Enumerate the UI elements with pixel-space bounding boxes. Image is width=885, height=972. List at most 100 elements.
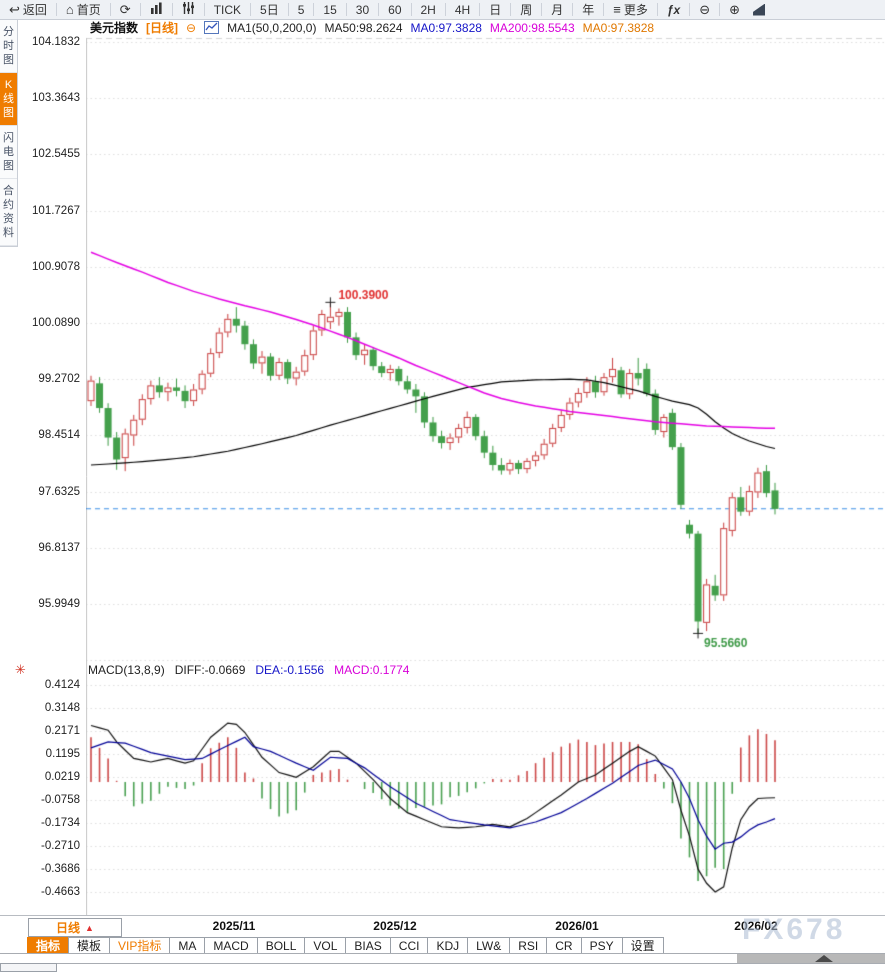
toolbar-button-2h[interactable]: 2H — [412, 0, 445, 19]
period-up-arrow-icon: ▲ — [85, 922, 94, 933]
period-selector-button[interactable]: 日线 ▲ — [28, 918, 122, 937]
x-axis-label: 2026/02 — [734, 919, 778, 933]
sidebar-item-K线图[interactable]: K线图 — [0, 73, 17, 126]
x-axis-label: 2025/11 — [212, 919, 256, 933]
y-axis-tick-label: -0.4663 — [40, 885, 80, 898]
y-axis-tick-label: 100.0890 — [32, 317, 80, 329]
toolbar-button-5day[interactable]: 5日 — [251, 0, 288, 19]
toolbar-button-refresh[interactable]: ⟳ — [111, 0, 140, 19]
indicator-tab-MACD[interactable]: MACD — [204, 937, 258, 955]
toolbar-button-more[interactable]: ≡ 更多 — [604, 0, 657, 19]
toolbar-button-label: ƒx — [666, 2, 681, 17]
toolbar-button-yearly[interactable]: 年 — [573, 0, 603, 19]
y-axis-tick-label: 100.9078 — [32, 260, 80, 273]
indicator-tabs-row: 指标 模板 VIP指标 MA MACD BOLL VOL BIAS CCI KDJ LW& RSI CR… — [27, 937, 885, 957]
x-axis-label: 2025/12 — [373, 919, 417, 933]
price-macd-chart-canvas[interactable] — [86, 28, 885, 915]
y-axis-tick-label: 0.3148 — [44, 701, 80, 714]
indicator-tab-指标[interactable]: 指标 — [27, 937, 70, 955]
toolbar-button-monthly[interactable]: 月 — [542, 0, 572, 19]
toolbar-button-indicator-settings[interactable] — [173, 0, 204, 19]
sidebar-item-闪电图[interactable]: 闪电图 — [0, 126, 17, 179]
toolbar-button-label: 更多 — [623, 3, 648, 17]
toolbar-button-15min[interactable]: 15 — [314, 0, 345, 19]
indicator-settings-icon[interactable]: ✳ — [15, 662, 26, 677]
sidebar-item-合约资料[interactable]: 合约资料 — [0, 179, 17, 246]
toolbar-button-label: 15 — [323, 2, 337, 17]
toolbar-button-zoom-in[interactable]: ⊕ — [720, 0, 749, 19]
toolbar-button-label: 周 — [520, 3, 533, 17]
toolbar-button-60min[interactable]: 60 — [379, 0, 410, 19]
y-axis-tick-label: 102.5455 — [32, 148, 80, 161]
toolbar-button-home[interactable]: ⌂ 首页 — [57, 0, 110, 19]
toolbar-button-4h[interactable]: 4H — [446, 0, 479, 19]
toolbar-divider — [55, 3, 57, 16]
toolbar-divider — [287, 3, 289, 16]
toolbar-button-weekly[interactable]: 周 — [511, 0, 541, 19]
toolbar-button-label: 首页 — [76, 3, 101, 17]
bar-chart-icon — [150, 0, 163, 19]
toolbar-button-label: 年 — [582, 3, 595, 17]
toolbar-button-label: 5 — [297, 2, 305, 17]
sliders-icon — [182, 0, 195, 19]
period-selector-label: 日线 — [56, 921, 81, 935]
toolbar-button-zoom-out[interactable]: ⊖ — [690, 0, 719, 19]
macd-header: MACD(13,8,9) DIFF:-0.0669 DEA:-0.1556 MA… — [88, 663, 409, 677]
y-axis-tick-label: 0.2171 — [44, 724, 80, 737]
indicator-tab-VIP指标[interactable]: VIP指标 — [109, 937, 171, 955]
indicator-tab-BIAS[interactable]: BIAS — [345, 937, 391, 955]
y-axis-tick-label: 104.1832 — [32, 36, 80, 48]
menu-icon: ≡ — [613, 2, 621, 17]
toolbar-button-label: 60 — [388, 2, 402, 17]
macd-diff-value: DIFF:-0.0669 — [174, 663, 246, 677]
toolbar-button-formula[interactable]: ƒx — [658, 0, 689, 19]
macd-formula-label: MACD(13,8,9) — [88, 663, 165, 677]
y-axis-tick-label: 98.4514 — [38, 429, 80, 442]
y-axis-tick-label: -0.2710 — [40, 839, 80, 852]
y-axis-tick-label: 97.6325 — [38, 485, 80, 498]
toolbar-divider — [656, 3, 658, 16]
toolbar-button-30min[interactable]: 30 — [347, 0, 378, 19]
back-icon: ↩ — [9, 2, 20, 17]
toolbar-divider — [378, 3, 380, 16]
indicator-tab-设置[interactable]: 设置 — [621, 937, 664, 955]
toolbar-divider — [719, 3, 721, 16]
toolbar-button-5min[interactable]: 5 — [289, 0, 314, 19]
refresh-icon: ⟳ — [119, 2, 131, 17]
toolbar-button-label: 2H — [420, 2, 436, 17]
zoom-in-icon: ⊕ — [729, 2, 741, 17]
toolbar-divider — [139, 3, 141, 16]
toolbar-divider — [541, 3, 543, 16]
horizontal-scrollbar[interactable] — [0, 953, 885, 964]
top-toolbar: ↩ 返回 ⌂ 首页 ⟳ TICK 5日 5 15 30 60 2H 4H 日周月年 ≡ 更多 ƒx ⊖ ⊕ — [0, 0, 885, 20]
home-icon: ⌂ — [65, 2, 74, 17]
toolbar-divider — [572, 3, 574, 16]
x-axis-row: 日线 ▲ 2025/11 2025/12 2026/01 2026/02 — [0, 915, 885, 937]
y-axis-tick-label: 0.1195 — [45, 747, 80, 760]
toolbar-button-label: 30 — [355, 2, 370, 17]
toolbar-button-back[interactable]: ↩ 返回 — [0, 0, 56, 19]
toolbar-divider — [250, 3, 252, 16]
clipped-toolbar-icon[interactable] — [753, 3, 766, 16]
toolbar-divider — [603, 3, 605, 16]
toolbar-button-tick[interactable]: TICK — [205, 0, 250, 19]
scrollbar-thumb[interactable] — [737, 954, 885, 963]
toolbar-divider — [171, 3, 173, 16]
clipped-bottom-panel — [0, 963, 57, 972]
toolbar-divider — [510, 3, 512, 16]
collapse-icon[interactable]: ⊖ — [186, 21, 196, 35]
macd-dea-value: DEA:-0.1556 — [255, 663, 325, 677]
toolbar-button-chart-type[interactable] — [141, 0, 172, 19]
toolbar-button-label: 返回 — [22, 3, 47, 17]
y-axis-tick-label: 99.2702 — [38, 373, 80, 386]
toolbar-divider — [203, 3, 205, 16]
y-axis-tick-label: 96.8137 — [38, 541, 80, 554]
sidebar-item-分时图[interactable]: 分时图 — [0, 20, 17, 73]
toolbar-divider — [444, 3, 446, 16]
toolbar-button-label: 月 — [551, 3, 564, 17]
chart-type-sidebar: 分时图 K线图 闪电图 合约资料 — [0, 20, 18, 247]
collapse-up-icon[interactable] — [815, 955, 833, 962]
toolbar-button-label: 4H — [454, 2, 471, 17]
toolbar-button-daily[interactable]: 日 — [480, 0, 510, 19]
